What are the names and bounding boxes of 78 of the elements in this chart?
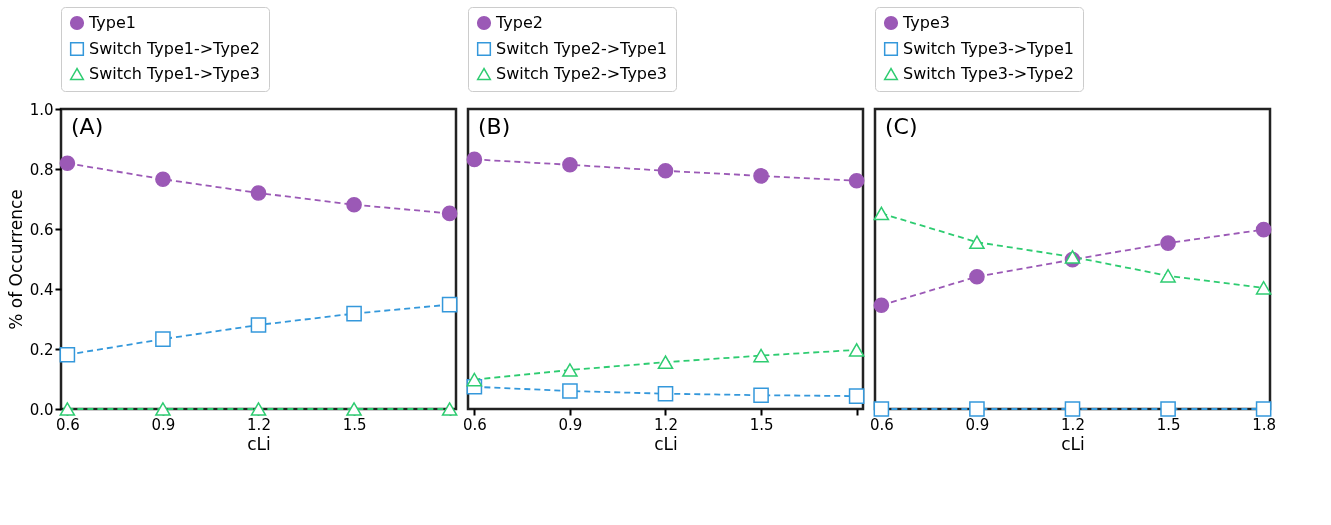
y-tick-label: 0.2 xyxy=(29,340,54,359)
legend-label: Type1 xyxy=(88,13,136,32)
point xyxy=(346,196,362,213)
point xyxy=(155,402,171,416)
x-tick-label: 1.5 xyxy=(342,415,367,434)
point xyxy=(155,171,171,188)
point xyxy=(346,305,362,322)
point xyxy=(562,156,578,173)
point xyxy=(562,383,578,399)
point xyxy=(873,206,890,221)
x-tick-label: 1.8 xyxy=(1252,415,1277,434)
point xyxy=(753,168,769,184)
point xyxy=(657,355,674,370)
point xyxy=(466,372,483,387)
x-tick-label: 1.5 xyxy=(749,415,774,434)
point xyxy=(753,387,769,404)
x-tick-label: 1.2 xyxy=(247,415,271,434)
legend-label: Switch Type2->Type1 xyxy=(496,39,668,58)
point xyxy=(657,385,674,402)
point xyxy=(155,331,171,347)
point xyxy=(562,363,578,377)
point xyxy=(441,205,458,222)
point xyxy=(250,317,267,333)
point xyxy=(1160,401,1176,417)
legend-label: Switch Type1->Type2 xyxy=(89,39,261,58)
annotation: (C) xyxy=(885,114,918,139)
point xyxy=(250,185,267,201)
x-tick-label: 0.6 xyxy=(55,415,80,434)
y-tick-label: 1.0 xyxy=(29,100,54,119)
legend-label: Switch Type1->Type3 xyxy=(89,64,261,83)
point xyxy=(1255,401,1272,417)
y-tick-label: 0.0 xyxy=(29,400,54,419)
y-tick-label: 0.8 xyxy=(29,160,54,179)
x-tick-label: 0.6 xyxy=(869,415,894,434)
x-tick-label: 1.2 xyxy=(1061,415,1085,434)
point xyxy=(59,346,76,363)
legend-label: Type2 xyxy=(495,13,543,32)
point xyxy=(59,155,76,172)
point xyxy=(441,402,458,416)
point xyxy=(753,348,769,363)
x-axis-title: cLi xyxy=(654,433,678,454)
point xyxy=(969,235,985,250)
legend-label: Switch Type3->Type2 xyxy=(903,64,1075,83)
point xyxy=(1160,268,1176,283)
point xyxy=(346,402,362,416)
x-tick-label: 1.2 xyxy=(654,415,678,434)
x-tick-label: 0.9 xyxy=(558,415,583,434)
point xyxy=(657,162,674,179)
point xyxy=(873,297,890,314)
point xyxy=(1064,401,1081,417)
point xyxy=(59,402,76,416)
point xyxy=(873,401,890,417)
point xyxy=(1255,280,1272,295)
point xyxy=(466,151,483,168)
x-tick-label: 0.6 xyxy=(462,415,487,434)
point xyxy=(969,401,985,417)
point xyxy=(441,296,458,313)
legend-label: Switch Type3->Type1 xyxy=(903,39,1075,58)
x-tick-label: 1.5 xyxy=(1156,415,1181,434)
x-tick-label: 0.9 xyxy=(965,415,990,434)
point xyxy=(848,388,865,404)
annotation: (B) xyxy=(478,114,511,139)
point xyxy=(848,172,865,189)
y-tick-label: 0.6 xyxy=(29,220,54,239)
x-axis-title: cLi xyxy=(1061,433,1085,454)
x-tick-label: 0.9 xyxy=(151,415,176,434)
point xyxy=(1064,250,1081,264)
legend-label: Type3 xyxy=(902,13,950,32)
legend-label: Switch Type2->Type3 xyxy=(496,64,668,83)
y-tick-label: 0.4 xyxy=(29,280,54,299)
point xyxy=(848,343,865,357)
annotation: (A) xyxy=(71,114,104,139)
x-axis-title: cLi xyxy=(247,433,271,454)
point xyxy=(1255,221,1272,238)
point xyxy=(1160,235,1176,251)
y-axis-title: % of Occurrence xyxy=(5,189,26,330)
point xyxy=(250,402,267,416)
point xyxy=(969,268,985,285)
